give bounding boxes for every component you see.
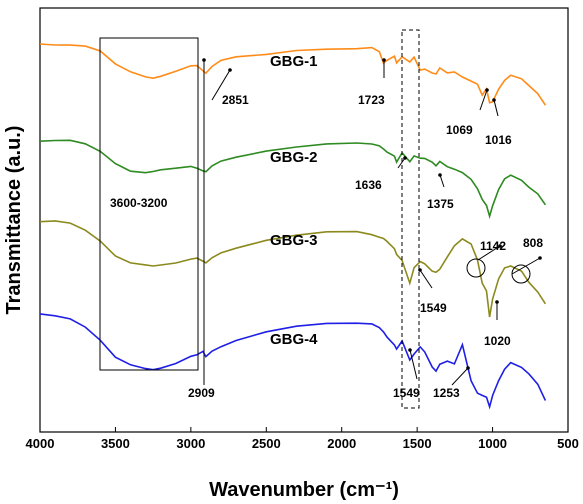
annotation-arrow-head (382, 58, 386, 62)
annotation-label: 808 (523, 236, 543, 250)
annotation-arrow-head (202, 58, 206, 62)
x-tick-label: 3500 (101, 436, 130, 451)
annotation-arrow-head (495, 300, 499, 304)
annotation-arrow-head (466, 366, 470, 370)
annotation-label: 1069 (446, 123, 473, 137)
series-group: GBG-1 GBG-2 GBG-3 GBG-4 (39, 43, 547, 410)
annotation-label: 1253 (433, 386, 460, 400)
peak-circle-808 (511, 264, 531, 284)
x-tick-label: 500 (557, 436, 579, 451)
x-tick-label: 2500 (252, 436, 281, 451)
annotation-arrow (493, 99, 499, 117)
annotation-arrow-head (438, 173, 442, 177)
series-line-gbg-2 (39, 139, 547, 220)
annotation-label: 1020 (484, 334, 511, 348)
annotation-arrow-head (485, 88, 489, 92)
annotation-label: 1016 (485, 133, 512, 147)
region-overlays: 3600-3200 (99, 29, 420, 409)
annotation-label: 1723 (358, 93, 385, 107)
axes-frame (39, 7, 569, 433)
annotations: 2851 1723 1069 1016 1636 1375 1142 808 1549 1020 2… (188, 58, 543, 400)
series-label: GBG-3 (270, 232, 318, 249)
annotation-label: 2851 (222, 93, 249, 107)
x-axis-ticks: 4000 3500 3000 2500 2000 1500 1000 500 (26, 427, 579, 451)
series-label: GBG-1 (270, 53, 318, 70)
x-tick-label: 1500 (403, 436, 432, 451)
annotation-arrow (409, 349, 418, 380)
region-box-1549 (401, 29, 420, 409)
annotation-label: 1375 (427, 197, 454, 211)
annotation-arrow (397, 157, 406, 169)
annotation-arrow (451, 367, 469, 386)
region-box-3600-3200 (99, 37, 199, 371)
region-label: 3600-3200 (110, 196, 168, 210)
annotation-arrow-head (538, 256, 542, 260)
x-tick-label: 3000 (176, 436, 205, 451)
x-axis-label: Wavenumber (cm⁻¹) (209, 479, 399, 501)
annotation-label: 2909 (188, 386, 215, 400)
series-label: GBG-2 (270, 149, 318, 166)
annotation-label: 1636 (355, 178, 382, 192)
y-axis-label: Transmittance (a.u.) (3, 126, 25, 315)
annotation-label: 1142 (480, 239, 506, 253)
annotation-arrow-head (228, 68, 232, 72)
plot-area (39, 7, 569, 433)
annotation-label: 1549 (420, 301, 447, 315)
x-tick-label: 2000 (327, 436, 356, 451)
peak-circle-1142 (466, 258, 486, 278)
series-line-gbg-3 (39, 220, 547, 318)
x-tick-label: 1000 (478, 436, 507, 451)
annotation-arrow-head (408, 348, 412, 352)
series-label: GBG-4 (270, 331, 318, 348)
annotation-arrow (479, 89, 488, 111)
annotation-arrow-head (498, 244, 502, 248)
annotation-arrow (439, 174, 445, 188)
series-line-gbg-4 (39, 313, 547, 410)
series-line-gbg-1 (39, 43, 547, 106)
annotation-arrow-head (403, 156, 407, 160)
annotation-label: 1549 (393, 386, 420, 400)
annotation-arrow (419, 269, 433, 289)
annotation-arrow (211, 69, 231, 101)
annotation-arrow-head (492, 98, 496, 102)
x-tick-label: 4000 (26, 436, 55, 451)
annotation-arrow (477, 245, 501, 261)
annotation-arrow-head (418, 268, 422, 272)
